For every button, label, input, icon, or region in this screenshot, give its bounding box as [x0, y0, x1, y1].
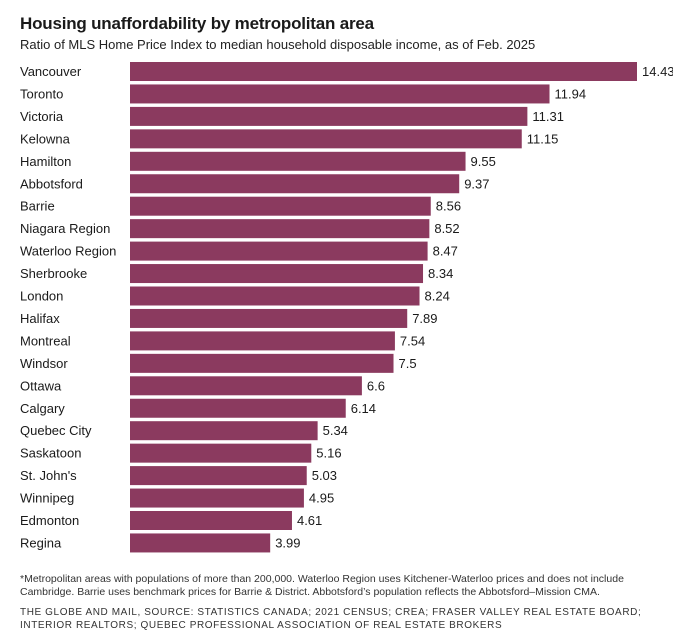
category-label-ottawa: Ottawa [20, 378, 62, 393]
category-label-saskatoon: Saskatoon [20, 446, 81, 461]
bar-barrie [130, 196, 431, 216]
value-label-waterloo-region: 8.47 [433, 244, 458, 259]
value-label-windsor: 7.5 [399, 356, 417, 371]
value-label-victoria: 11.31 [532, 109, 564, 124]
category-label-victoria: Victoria [20, 109, 64, 124]
category-label-hamilton: Hamilton [20, 154, 71, 169]
chart-title: Housing unaffordability by metropolitan … [20, 14, 374, 33]
category-label-windsor: Windsor [20, 356, 68, 371]
category-label-quebec-city: Quebec City [20, 423, 92, 438]
category-label-vancouver: Vancouver [20, 64, 82, 79]
bar-quebec-city [130, 421, 318, 441]
bar-toronto [130, 84, 550, 104]
bar-london [130, 286, 420, 306]
bar-st-john-s [130, 466, 307, 486]
category-label-edmonton: Edmonton [20, 513, 79, 528]
bar-windsor [130, 353, 394, 373]
category-label-niagara-region: Niagara Region [20, 221, 110, 236]
value-label-barrie: 8.56 [436, 199, 461, 214]
value-label-edmonton: 4.61 [297, 513, 322, 528]
source-credit: The Globe and Mail, Source: Statistics C… [20, 607, 642, 631]
value-label-sherbrooke: 8.34 [428, 266, 453, 281]
bar-halifax [130, 308, 408, 328]
chart-subtitle: Ratio of MLS Home Price Index to median … [20, 37, 536, 52]
value-label-toronto: 11.94 [555, 86, 587, 101]
value-label-halifax: 7.89 [412, 311, 437, 326]
value-label-montreal: 7.54 [400, 333, 425, 348]
bar-sherbrooke [130, 264, 424, 284]
category-label-abbotsford: Abbotsford [20, 176, 83, 191]
category-label-montreal: Montreal [20, 333, 71, 348]
category-label-kelowna: Kelowna [20, 131, 71, 146]
category-label-london: London [20, 289, 63, 304]
bar-hamilton [130, 151, 466, 171]
value-label-kelowna: 11.15 [527, 131, 559, 146]
bar-ottawa [130, 376, 362, 396]
bar-winnipeg [130, 488, 304, 508]
value-label-ottawa: 6.6 [367, 378, 385, 393]
category-label-toronto: Toronto [20, 86, 63, 101]
bar-victoria [130, 106, 528, 126]
bar-edmonton [130, 511, 292, 530]
category-label-barrie: Barrie [20, 199, 55, 214]
value-label-quebec-city: 5.34 [323, 423, 348, 438]
bar-vancouver [130, 62, 637, 81]
value-label-saskatoon: 5.16 [316, 446, 341, 461]
bar-abbotsford [130, 174, 460, 194]
value-label-abbotsford: 9.37 [464, 176, 489, 191]
value-label-calgary: 6.14 [351, 401, 376, 416]
category-label-waterloo-region: Waterloo Region [20, 244, 116, 259]
category-label-halifax: Halifax [20, 311, 60, 326]
value-label-winnipeg: 4.95 [309, 491, 334, 506]
value-label-st-john-s: 5.03 [312, 468, 337, 483]
footnote: *Metropolitan areas with populations of … [20, 573, 624, 598]
bar-waterloo-region [130, 241, 428, 261]
bar-kelowna [130, 129, 522, 149]
category-label-st-john-s: St. John's [20, 468, 77, 483]
category-label-winnipeg: Winnipeg [20, 491, 74, 506]
category-label-regina: Regina [20, 535, 62, 550]
value-label-vancouver: 14.43 [642, 64, 673, 79]
value-label-london: 8.24 [425, 289, 450, 304]
bar-calgary [130, 398, 346, 418]
category-label-calgary: Calgary [20, 401, 65, 416]
value-label-hamilton: 9.55 [471, 154, 496, 169]
bar-saskatoon [130, 443, 312, 463]
value-label-regina: 3.99 [275, 535, 300, 550]
category-label-sherbrooke: Sherbrooke [20, 266, 87, 281]
bar-chart: Vancouver 14.43 Toronto 11.94 Victoria 11.31 K… [20, 62, 673, 553]
value-label-niagara-region: 8.52 [434, 221, 459, 236]
bar-niagara-region [130, 219, 430, 239]
bar-regina [130, 533, 271, 553]
bar-montreal [130, 331, 395, 351]
